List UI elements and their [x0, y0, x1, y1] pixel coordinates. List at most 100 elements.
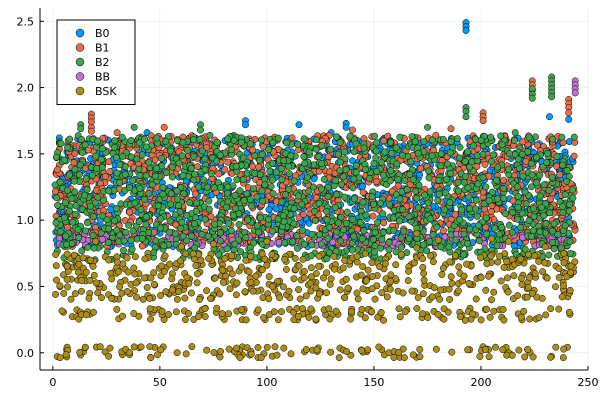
bsk-point: [552, 283, 559, 291]
b2-point: [546, 209, 554, 217]
b2-point: [515, 155, 522, 163]
b2-point: [483, 230, 491, 238]
b2-point: [465, 193, 473, 201]
b2-point: [337, 213, 345, 221]
b2-point: [536, 192, 544, 200]
bsk-point: [330, 265, 338, 273]
b2-point: [563, 167, 571, 174]
b1-point: [485, 172, 493, 180]
bsk-point: [90, 271, 98, 279]
bsk-point: [238, 306, 245, 314]
b2-point: [190, 220, 198, 228]
b2-point: [251, 169, 259, 177]
b2-point: [435, 190, 443, 198]
b2-point: [216, 237, 224, 245]
b2-point: [153, 134, 161, 142]
b2-point: [536, 228, 544, 236]
b1-point: [547, 195, 555, 203]
b2-point: [305, 187, 313, 195]
b2-point: [111, 137, 119, 145]
bsk-point: [302, 292, 310, 300]
bsk-point: [307, 273, 315, 281]
bsk-point: [176, 257, 184, 265]
b2-point: [323, 216, 331, 224]
bsk-point: [119, 260, 127, 268]
b2-point: [554, 231, 562, 238]
bsk-point: [404, 277, 412, 285]
b2-point: [407, 158, 415, 166]
b2-point: [550, 245, 558, 253]
b2-point: [352, 162, 360, 169]
b2-point: [336, 158, 344, 166]
b2-point: [464, 148, 472, 156]
bsk-point: [82, 268, 90, 276]
bsk-point: [161, 252, 169, 260]
b2-point: [414, 204, 422, 212]
bsk-point: [207, 295, 214, 302]
b2-point: [138, 151, 146, 159]
b1-point: [372, 178, 380, 185]
bsk-point: [563, 273, 571, 281]
b2-point: [204, 232, 212, 240]
b1-point: [249, 146, 257, 154]
b2-point: [213, 157, 221, 165]
b2-point: [290, 220, 298, 228]
b2-point: [237, 248, 245, 256]
b2-point: [256, 156, 264, 164]
b2-point: [368, 193, 376, 201]
bsk-point: [75, 260, 83, 268]
bsk-point: [96, 343, 104, 351]
bsk-point: [187, 289, 195, 297]
b2-point: [476, 237, 483, 245]
b2-point: [78, 136, 86, 143]
b2-point: [527, 183, 535, 191]
bsk-point: [79, 254, 87, 262]
b2-point: [200, 176, 208, 184]
b2-point: [266, 167, 274, 175]
bsk-point: [217, 348, 224, 355]
bsk-point: [400, 354, 408, 362]
bsk-point: [113, 258, 121, 266]
b2-point: [278, 176, 286, 184]
b2-point: [479, 151, 487, 158]
bsk-point: [526, 315, 534, 323]
x-tick-label: 0: [49, 376, 56, 389]
bsk-point: [342, 275, 350, 283]
b2-point: [205, 205, 213, 213]
bsk-point: [160, 268, 168, 276]
legend-marker-b0: [75, 28, 85, 38]
b2-point: [528, 171, 536, 179]
b2-point: [419, 241, 427, 249]
b2-point: [99, 212, 107, 220]
b2-point: [333, 133, 341, 141]
bsk-point: [315, 290, 323, 298]
b2-point: [460, 230, 468, 238]
b2-point: [377, 158, 385, 166]
b2-point: [167, 200, 175, 208]
b2-point: [518, 150, 526, 158]
b2-point: [230, 212, 237, 219]
bsk-point: [166, 260, 174, 268]
bsk-point: [469, 310, 477, 318]
bsk-point: [82, 311, 90, 319]
bsk-point: [168, 286, 176, 294]
bsk-point: [396, 313, 404, 321]
bsk-point: [560, 282, 567, 290]
bsk-point: [123, 288, 131, 295]
bsk-point: [116, 283, 124, 291]
b2-point: [401, 177, 409, 185]
bsk-point: [189, 250, 197, 258]
bsk-point: [192, 262, 200, 270]
b2-point: [346, 132, 354, 140]
b2-point: [223, 203, 231, 211]
bsk-point: [108, 294, 116, 302]
bsk-point: [325, 305, 333, 313]
b0-point: [107, 206, 115, 213]
b2-point: [86, 202, 94, 210]
bsk-point: [359, 263, 367, 271]
bsk-point: [368, 285, 376, 293]
bsk-point: [257, 354, 265, 362]
bsk-point: [524, 346, 532, 353]
b2-point: [559, 208, 567, 216]
b2-point: [193, 199, 201, 207]
